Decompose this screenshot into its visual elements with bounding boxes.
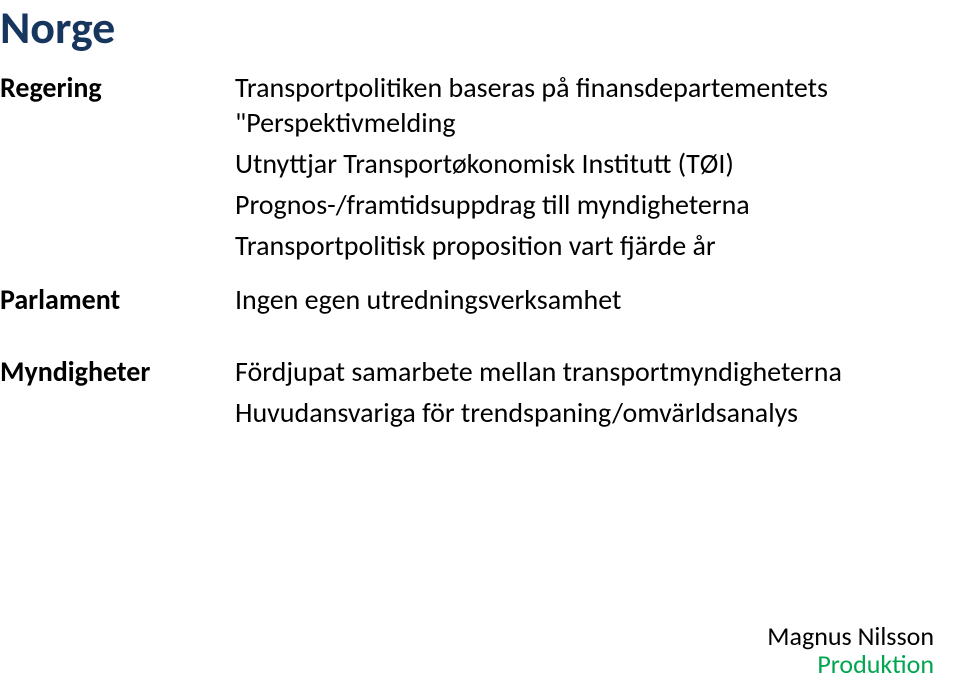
footer-author: Magnus Nilsson — [767, 623, 934, 650]
section-body: Transportpolitiken baseras på finansdepa… — [235, 70, 920, 269]
section-myndigheter: Myndigheter Fördjupat samarbete mellan t… — [0, 354, 920, 436]
section-label: Parlament — [0, 282, 235, 317]
body-line: Huvudansvariga för trendspaning/omvärlds… — [235, 395, 920, 430]
body-line: Transportpolitisk proposition vart fjärd… — [235, 228, 920, 263]
body-line: Ingen egen utredningsverksamhet — [235, 282, 920, 317]
footer-subtitle: Produktion — [767, 651, 934, 678]
body-line: Fördjupat samarbete mellan transportmynd… — [235, 354, 920, 389]
section-body: Ingen egen utredningsverksamhet — [235, 282, 920, 323]
section-regering: Regering Transportpolitiken baseras på f… — [0, 70, 920, 269]
section-parlament: Parlament Ingen egen utredningsverksamhe… — [0, 282, 920, 323]
section-label: Regering — [0, 70, 235, 105]
body-line: Transportpolitiken baseras på finansdepa… — [235, 70, 920, 140]
section-body: Fördjupat samarbete mellan transportmynd… — [235, 354, 920, 436]
section-label: Myndigheter — [0, 354, 235, 389]
slide-title: Norge — [0, 0, 115, 56]
body-line: Utnyttjar Transportøkonomisk Institutt (… — [235, 146, 920, 181]
footer: Magnus Nilsson Produktion — [767, 623, 934, 678]
body-line: Prognos-/framtidsuppdrag till myndighete… — [235, 187, 920, 222]
slide: Norge Regering Transportpolitiken basera… — [0, 0, 960, 692]
